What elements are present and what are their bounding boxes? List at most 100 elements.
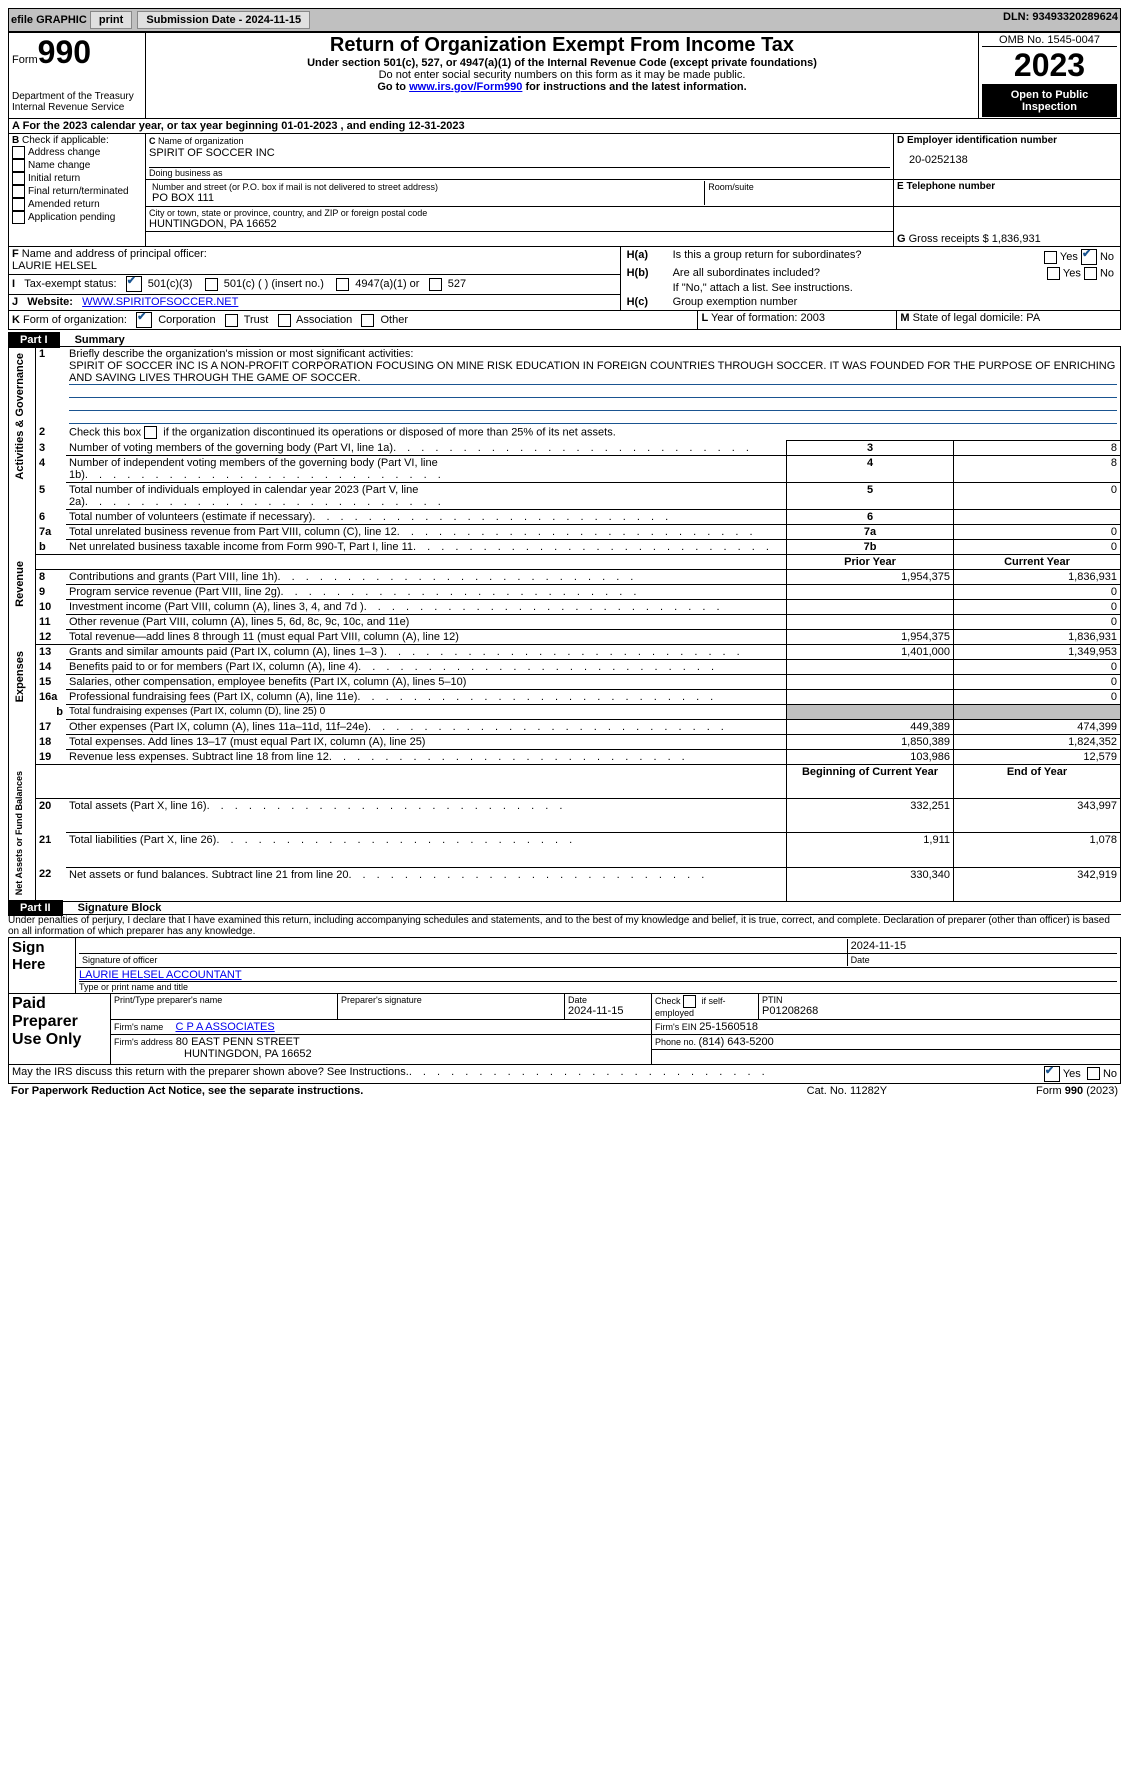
k-trust[interactable] [225,314,238,327]
footer-right: Form 990 (2023) [937,1084,1121,1098]
paid-preparer-label: Paid Preparer Use Only [9,994,111,1065]
part-i-table: Activities & Governance 1 Briefly descri… [8,346,1121,902]
q2-check[interactable] [144,426,157,439]
net-header: Net Assets or Fund BalancesBeginning of … [9,765,1121,799]
ha-text: Is this a group return for subordinates? [670,248,992,266]
dept-irs: Internal Revenue Service [12,102,142,113]
self-employed-check[interactable]: Check if self-employed [652,994,759,1020]
b-opt-final-return[interactable]: Final return/terminated [12,185,142,198]
k-other[interactable] [361,314,374,327]
section-i: I Tax-exempt status: 501(c)(3) 501(c) ( … [9,275,621,295]
open-to-public: Open to Public Inspection [982,85,1117,117]
i-501c[interactable] [205,278,218,291]
section-f: F Name and address of principal officer:… [9,247,621,275]
print-button[interactable]: print [90,11,132,29]
ein: 20-0252138 [897,146,1117,166]
form-label: Form [12,54,38,66]
section-f-h: F Name and address of principal officer:… [8,247,1121,311]
declaration: Under penalties of perjury, I declare th… [8,914,1121,937]
discuss-row: May the IRS discuss this return with the… [8,1065,1121,1084]
gov-row-6: 6Total number of volunteers (estimate if… [9,510,1121,525]
form-sub2: Do not enter social security numbers on … [149,69,975,81]
hc-label: H(c) [624,295,670,309]
net-row-21: 21Total liabilities (Part X, line 26)1,9… [9,833,1121,867]
b-opt-application-pending[interactable]: Application pending [12,211,142,224]
rev-row-11: 11Other revenue (Part VIII, column (A), … [9,615,1121,630]
sign-here-block: Sign Here 2024-11-15 Signature of office… [8,937,1121,994]
section-address: Number and street (or P.O. box if mail i… [146,180,894,207]
ha-label: H(a) [624,248,670,266]
b-opt-initial-return[interactable]: Initial return [12,172,142,185]
gov-row-4: 4Number of independent voting members of… [9,456,1121,483]
k-corp[interactable] [136,312,152,328]
sig-date: 2024-11-15 [847,939,1117,954]
website-link[interactable]: WWW.SPIRITOFSOCCER.NET [82,296,238,308]
q2-num: 2 [36,425,67,441]
vt-net-assets: Net Assets or Fund Balances [12,766,26,900]
ha-no[interactable] [1081,249,1097,265]
gov-row-3: 3Number of voting members of the governi… [9,441,1121,456]
section-k-l-m: K Form of organization: Corporation Trus… [8,311,1121,330]
part-ii-header: Part II Signature Block [8,902,1121,914]
rev-header: RevenuePrior YearCurrent Year [9,555,1121,570]
k-assoc[interactable] [278,314,291,327]
section-m: M State of legal domicile: PA [897,311,1121,330]
vt-governance: Activities & Governance [12,348,28,485]
sign-here-label: Sign Here [9,937,76,993]
street-address: PO BOX 111 [152,192,701,204]
page-footer: For Paperwork Reduction Act Notice, see … [8,1084,1121,1098]
section-e: E Telephone number [894,180,1121,207]
q1-value: SPIRIT OF SOCCER INC IS A NON-PROFIT COR… [69,360,1117,385]
i-527[interactable] [429,278,442,291]
i-4947[interactable] [336,278,349,291]
b-opt-name-change[interactable]: Name change [12,159,142,172]
section-d: D Employer identification number 20-0252… [894,134,1121,180]
hc-text: Group exemption number [670,295,1117,309]
line-a: A For the 2023 calendar year, or tax yea… [9,119,1121,134]
hb-no[interactable] [1084,267,1097,280]
i-501c3[interactable] [126,276,142,292]
q1-num: 1 [36,347,67,426]
q2-text: Check this box if the organization disco… [66,425,1121,441]
identification-block: A For the 2023 calendar year, or tax yea… [8,119,1121,247]
section-c: C Name of organization SPIRIT OF SOCCER … [146,134,894,180]
net-row-22: 22Net assets or fund balances. Subtract … [9,867,1121,901]
section-b: B Check if applicable: Address change Na… [9,134,146,247]
section-j: J Website: WWW.SPIRITOFSOCCER.NET [9,295,621,311]
exp-row-16b: bTotal fundraising expenses (Part IX, co… [9,705,1121,720]
exp-row-16a: 16aProfessional fundraising fees (Part I… [9,690,1121,705]
form-sub3: Go to www.irs.gov/Form990 for instructio… [149,81,975,93]
rev-row-8: 8Contributions and grants (Part VIII, li… [9,570,1121,585]
hb-yes[interactable] [1047,267,1060,280]
irs-link[interactable]: www.irs.gov/Form990 [409,81,522,93]
rev-row-10: 10Investment income (Part VIII, column (… [9,600,1121,615]
form-sub1: Under section 501(c), 527, or 4947(a)(1)… [149,57,975,69]
exp-row-15: 15Salaries, other compensation, employee… [9,675,1121,690]
section-k: K Form of organization: Corporation Trus… [9,311,698,330]
exp-row-18: 18Total expenses. Add lines 13–17 (must … [9,735,1121,750]
b-opt-address-change[interactable]: Address change [12,146,142,159]
b-opt-amended[interactable]: Amended return [12,198,142,211]
exp-row-14: 14Benefits paid to or for members (Part … [9,660,1121,675]
discuss-no[interactable] [1087,1067,1100,1080]
firm-ein: Firm's EIN 25-1560518 [652,1019,1121,1034]
omb-number: OMB No. 1545-0047 [982,34,1117,47]
firm-addr2: HUNTINGDON, PA 16652 [114,1048,648,1060]
efile-label: efile GRAPHIC [11,14,87,26]
rev-row-9: 9Program service revenue (Part VIII, lin… [9,585,1121,600]
ha-yes[interactable] [1044,251,1057,264]
ptin: P01208268 [762,1005,818,1017]
section-l: L Year of formation: 2003 [698,311,897,330]
prep-date: 2024-11-15 [568,1005,623,1017]
footer-center: Cat. No. 11282Y [757,1084,938,1098]
firm-name[interactable]: C P A ASSOCIATES [175,1021,274,1033]
firm-phone: Phone no. (814) 643-5200 [652,1034,1121,1049]
q1-text: Briefly describe the organization's miss… [69,348,1117,360]
discuss-yes[interactable] [1044,1066,1060,1082]
gov-row-5: 5Total number of individuals employed in… [9,483,1121,510]
net-row-20: 20Total assets (Part X, line 16)332,2513… [9,799,1121,833]
gov-row-7b: bNet unrelated business taxable income f… [9,540,1121,555]
officer-name[interactable]: LAURIE HELSEL ACCOUNTANT [79,969,242,981]
firm-addr1: 80 EAST PENN STREET [176,1036,300,1048]
section-g: G Gross receipts $ 1,836,931 [894,207,1121,247]
